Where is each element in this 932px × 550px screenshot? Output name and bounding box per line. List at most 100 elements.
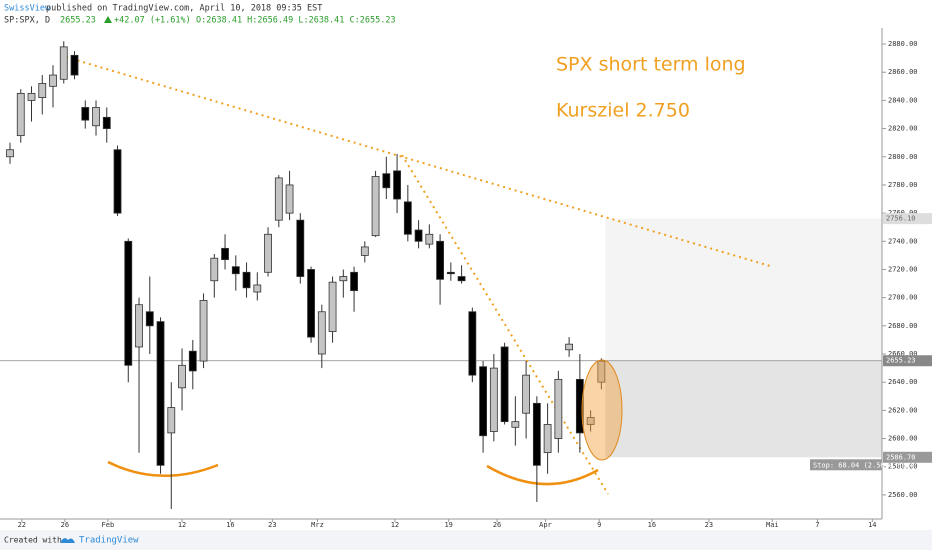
candle-body bbox=[231, 266, 240, 275]
x-tick-label: 22 bbox=[18, 521, 26, 529]
x-tick-label: 7 bbox=[815, 521, 819, 529]
x-tick-label: 26 bbox=[61, 521, 69, 529]
y-tick-label: 2720.00 bbox=[888, 265, 918, 273]
candle-body bbox=[70, 54, 79, 76]
arc bbox=[486, 464, 599, 486]
stop-text: Stop: 68.04 (2.56%) 6804 bbox=[813, 461, 914, 469]
candle-body bbox=[543, 424, 552, 454]
published: published on TradingView.com, April 10, … bbox=[46, 4, 322, 14]
candle-body bbox=[436, 240, 444, 280]
candle-body bbox=[403, 201, 412, 235]
y-tick-label: 2880.00 bbox=[888, 40, 918, 48]
x-tick-label: Mai bbox=[766, 521, 779, 529]
candle-body bbox=[339, 276, 348, 282]
price-label-box bbox=[883, 213, 932, 225]
candle-body bbox=[81, 107, 90, 121]
candle-body bbox=[178, 364, 186, 389]
x-tick-label: 12 bbox=[391, 521, 399, 529]
trend-line bbox=[65, 56, 771, 267]
ohlc: O:2638.41 H:2656.49 L:2638.41 C:2655.23 bbox=[196, 16, 396, 26]
candle-body bbox=[532, 402, 541, 466]
y-tick-label: 2660.00 bbox=[888, 350, 918, 358]
y-tick-label: 2700.00 bbox=[888, 294, 918, 302]
candle-body bbox=[221, 247, 229, 261]
candle-body bbox=[597, 360, 606, 383]
x-tick-label: 16 bbox=[648, 521, 656, 529]
footer-brand: TradingView bbox=[79, 536, 139, 546]
up-arrow bbox=[104, 16, 112, 23]
last-price: 2655.23 bbox=[60, 16, 96, 26]
candle-body bbox=[565, 343, 574, 351]
candle-body bbox=[253, 284, 262, 293]
footer-created: Created with bbox=[4, 536, 62, 545]
candle-body bbox=[317, 311, 326, 355]
symbol: SP:SPX, D bbox=[4, 16, 50, 26]
candle-body bbox=[49, 74, 57, 87]
candle-body bbox=[382, 173, 391, 189]
price-label-box bbox=[883, 451, 932, 463]
price-label: 2655.23 bbox=[886, 357, 916, 365]
candle-body bbox=[242, 271, 251, 289]
y-tick-label: 2740.00 bbox=[888, 237, 918, 245]
publisher: SwissView bbox=[4, 4, 51, 14]
x-tick-label: 9 bbox=[597, 521, 601, 529]
candle-body bbox=[16, 92, 25, 137]
x-tick-label: 23 bbox=[268, 521, 276, 529]
candle-body bbox=[511, 421, 520, 428]
candle-body bbox=[92, 107, 100, 127]
x-tick-label: 26 bbox=[493, 521, 501, 529]
y-tick-label: 2840.00 bbox=[888, 96, 918, 104]
candle-body bbox=[586, 417, 595, 425]
candle-body bbox=[446, 271, 455, 275]
y-tick-label: 2780.00 bbox=[888, 181, 918, 189]
y-tick-label: 2560.00 bbox=[888, 491, 918, 499]
annotation: SPX short term long bbox=[556, 54, 746, 76]
y-tick-label: 2820.00 bbox=[888, 125, 918, 133]
candle-body bbox=[167, 407, 176, 434]
x-tick-label: 12 bbox=[178, 521, 186, 529]
x-tick-label: Mrz bbox=[311, 521, 324, 529]
candle-body bbox=[102, 116, 111, 129]
stop-zone bbox=[605, 360, 882, 458]
candle-body bbox=[350, 271, 358, 292]
trend-line bbox=[401, 154, 609, 495]
candle-body bbox=[479, 366, 487, 437]
candle-body bbox=[328, 281, 337, 332]
candle-body bbox=[199, 300, 208, 362]
x-tick-label: 14 bbox=[868, 521, 876, 529]
candle-body bbox=[59, 46, 68, 80]
price-label-box bbox=[883, 355, 932, 367]
candle-body bbox=[414, 229, 423, 242]
candle-body bbox=[489, 367, 498, 432]
candle-body bbox=[468, 311, 477, 376]
candle-body bbox=[393, 170, 401, 200]
y-tick-label: 2620.00 bbox=[888, 406, 918, 414]
stop-text-box bbox=[810, 459, 882, 471]
candle-body bbox=[285, 184, 294, 214]
candle-body bbox=[371, 176, 380, 237]
x-tick-label: 19 bbox=[444, 521, 452, 529]
candle-body bbox=[135, 304, 143, 348]
candle-body bbox=[210, 257, 219, 282]
candle-body bbox=[522, 374, 531, 414]
y-tick-label: 2680.00 bbox=[888, 322, 918, 330]
x-tick-label: 16 bbox=[226, 521, 234, 529]
candle-body bbox=[6, 149, 14, 158]
footer-bar bbox=[0, 530, 932, 550]
target-zone bbox=[605, 218, 882, 361]
highlight-ellipse bbox=[581, 359, 623, 461]
y-tick-label: 2600.00 bbox=[888, 435, 918, 443]
x-tick-label: 23 bbox=[705, 521, 713, 529]
price-label: 2756.10 bbox=[886, 215, 916, 223]
candle-body bbox=[457, 276, 466, 282]
candle-body bbox=[296, 219, 305, 277]
candle-body bbox=[554, 378, 563, 439]
candle-body bbox=[500, 346, 509, 423]
candle-body bbox=[156, 321, 165, 466]
candle-body bbox=[274, 177, 283, 221]
x-tick-label: Feb bbox=[102, 521, 115, 529]
candle-body bbox=[113, 149, 122, 214]
candle-body bbox=[27, 92, 36, 101]
change: +42.07 (+1.61%) bbox=[114, 16, 191, 26]
